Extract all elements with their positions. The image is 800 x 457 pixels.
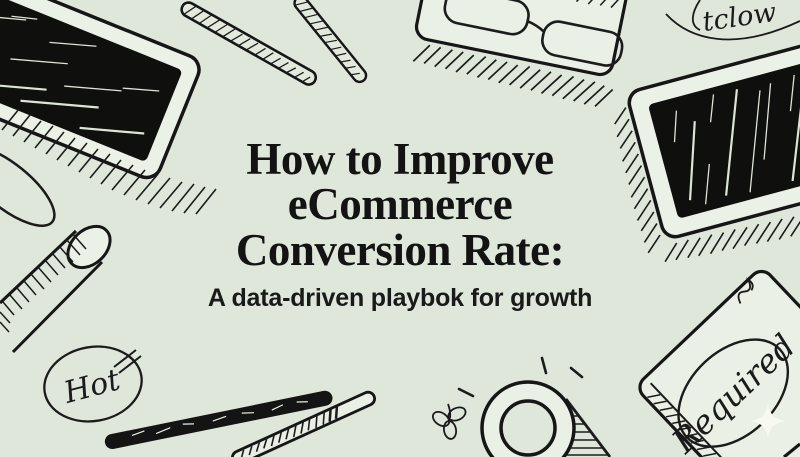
tape-roll-icon [457,356,612,457]
brush-stick-icons [104,390,376,457]
egg-oval-icon [0,145,56,227]
page-title: How to Improve eCommerce Conversion Rate… [0,134,800,275]
book-squiggle [737,277,754,304]
book-corner-line [782,442,800,457]
page-subtitle: A data-driven playbok for growth [207,284,593,313]
clover-doodle-icon [431,403,467,440]
tablet-shadow-hatch [1,108,217,215]
paper-tube-icon [0,224,112,354]
title-line-3: Conversion Rate: [235,224,565,275]
sparkle-icon [751,404,785,438]
title-line-1: How to Improve [246,134,554,184]
spark-dashes [457,356,584,398]
glasses-card-icon [412,0,629,107]
hero-text-block: How to Improve eCommerce Conversion Rate… [0,134,800,313]
pencil-icons [180,0,368,86]
title-line-2: eCommerce [287,179,513,230]
tablet-top-left-icon [0,0,201,180]
eyeglasses-icon [443,0,624,67]
tablet-right-icon [614,16,800,263]
required-book-icon: Required [638,269,800,457]
